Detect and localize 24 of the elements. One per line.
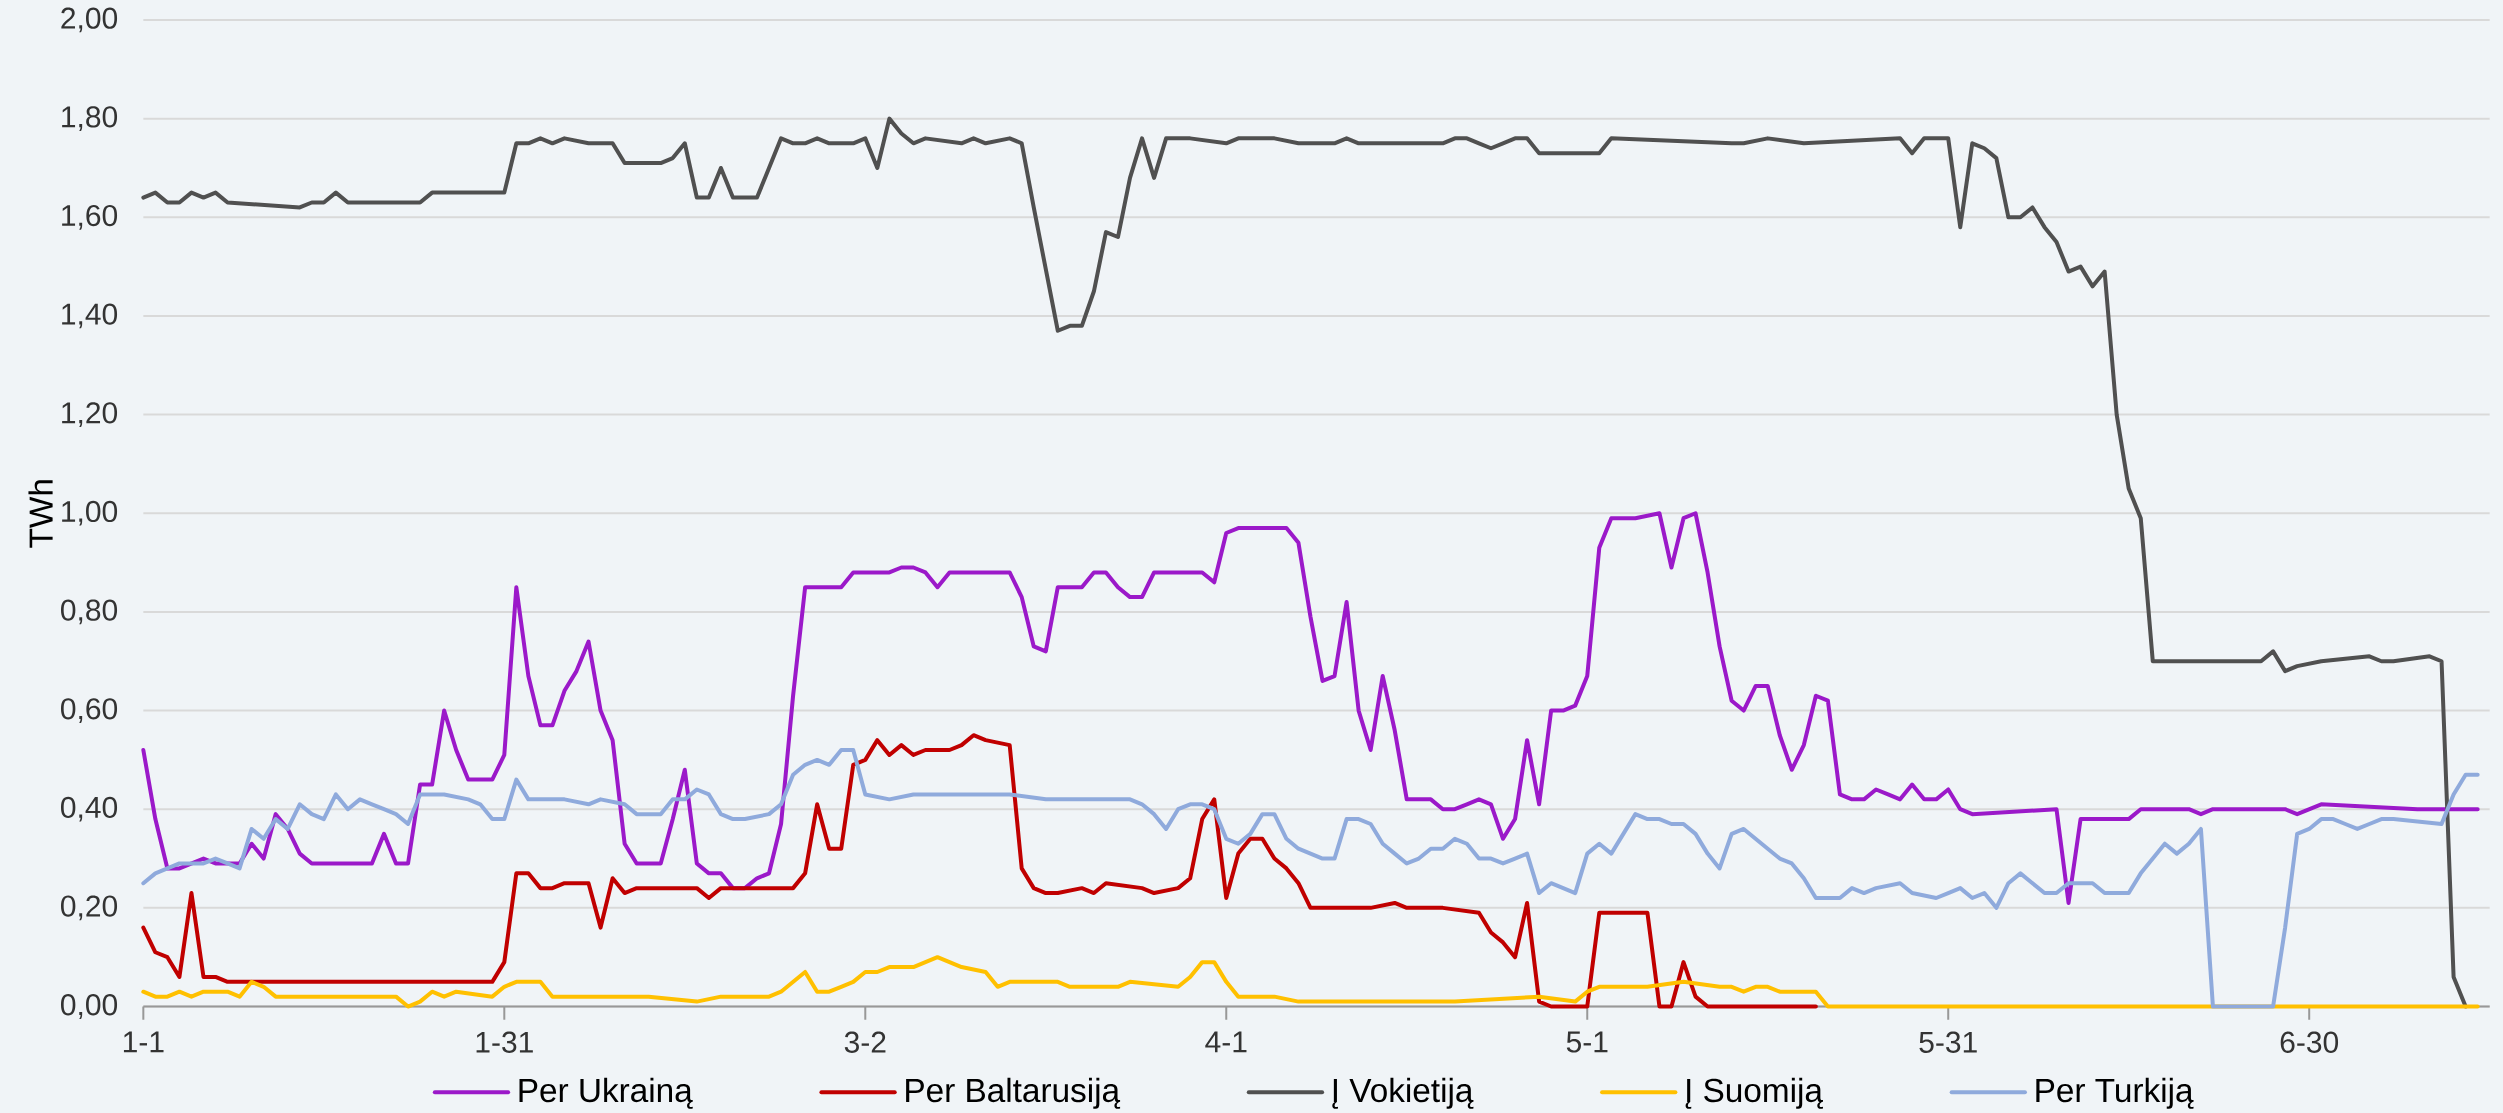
y-tick-label: 1,00 [62,500,118,526]
y-tick-label: 1,20 [62,402,118,427]
y-tick-label: 0,20 [60,895,118,921]
y-tick-label: 0,00 [60,994,118,1019]
x-tick-label: 5-1 [1566,1031,1608,1053]
y-tick-label: 1,80 [62,106,118,131]
y-tick-label: 0,80 [60,599,118,625]
legend-label: Per Baltarusiją [906,1077,1121,1109]
legend-label: Į Vokietiją [1332,1077,1474,1109]
x-tick-label: 5-31 [1919,1031,1977,1053]
legend-label: Per Ukrainą [519,1077,693,1109]
x-tick-label: 1-31 [476,1031,533,1053]
legend-label: Į Suomiją [1685,1077,1823,1109]
y-tick-label: 0,40 [60,796,118,822]
x-tick-label: 1-1 [123,1031,164,1053]
y-tick-label: 1,60 [62,204,118,230]
legend-label: Per Turkiją [2036,1077,2194,1109]
x-tick-label: 4-1 [1205,1031,1247,1053]
y-tick-label: 1,40 [62,303,118,329]
x-tick-label: 3-2 [844,1031,886,1053]
y-tick-label: 2,00 [61,7,118,33]
x-tick-label: 6-30 [2280,1031,2339,1053]
y-axis-title: TWh [28,480,53,548]
y-tick-label: 0,60 [60,698,118,723]
